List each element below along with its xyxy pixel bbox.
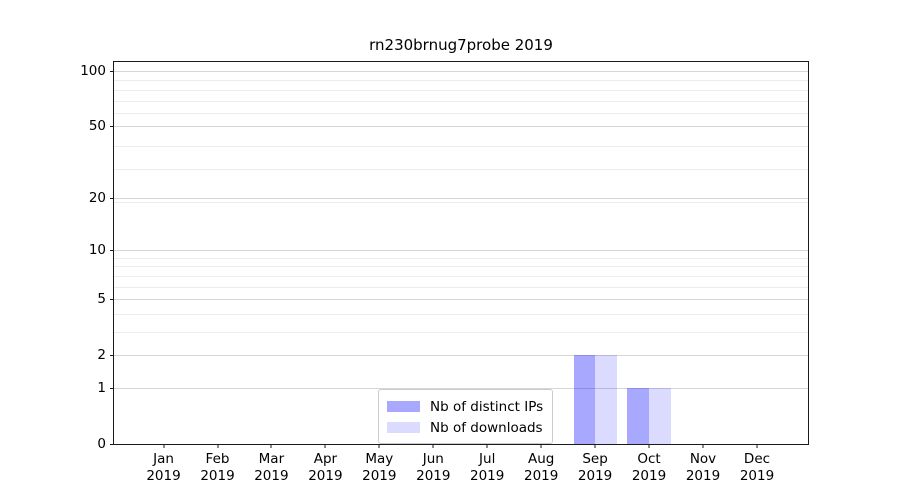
x-tick-label: Nov 2019 xyxy=(685,451,721,484)
y-major-gridline xyxy=(114,250,808,252)
y-minor-gridline xyxy=(114,257,808,259)
x-tick-label: Sep 2019 xyxy=(577,451,613,484)
y-tick-label: 20 xyxy=(88,189,106,206)
y-tick-label: 1 xyxy=(97,380,106,396)
x-tick-label: Jan 2019 xyxy=(146,451,181,484)
x-tick-mark xyxy=(432,444,434,448)
bar-nb-of-distinct-ips xyxy=(573,355,596,444)
x-tick-label: Oct 2019 xyxy=(631,451,667,484)
x-tick-label: May 2019 xyxy=(362,451,397,484)
y-minor-gridline xyxy=(114,113,808,114)
legend: Nb of distinct IPs Nb of downloads xyxy=(378,389,554,444)
y-minor-gridline xyxy=(114,331,808,333)
legend-label-downloads: Nb of downloads xyxy=(430,419,543,436)
y-tick-label: 10 xyxy=(88,242,106,259)
y-minor-gridline xyxy=(114,275,808,277)
y-minor-gridline xyxy=(114,145,808,147)
x-tick-label: Jul 2019 xyxy=(470,451,505,484)
x-tick-mark xyxy=(270,444,272,448)
bar-nb-of-distinct-ips xyxy=(627,388,649,444)
x-tick-mark xyxy=(756,444,758,448)
downloads-swatch xyxy=(387,422,420,433)
y-minor-gridline xyxy=(114,100,808,102)
y-tick-label: 5 xyxy=(97,291,106,308)
x-tick-label: Dec 2019 xyxy=(739,451,775,484)
chart-title: rn230brnug7probe 2019 xyxy=(369,36,553,54)
x-tick-mark xyxy=(540,444,542,448)
x-tick-label: Aug 2019 xyxy=(524,451,559,484)
x-tick-mark xyxy=(324,444,326,448)
y-major-gridline xyxy=(114,388,808,389)
y-major-gridline xyxy=(114,197,808,199)
y-minor-gridline xyxy=(114,80,808,82)
y-major-gridline xyxy=(114,70,808,72)
y-major-gridline xyxy=(114,126,808,128)
y-major-gridline xyxy=(114,299,808,301)
y-tick-mark xyxy=(110,299,114,301)
bar-nb-of-downloads xyxy=(649,388,671,444)
x-tick-mark xyxy=(378,444,380,448)
x-tick-mark xyxy=(702,444,704,448)
x-tick-label: Feb 2019 xyxy=(200,451,235,484)
x-tick-mark xyxy=(648,444,650,448)
y-tick-label: 0 xyxy=(97,436,106,452)
y-major-gridline xyxy=(114,355,808,357)
legend-row-distinct-ips: Nb of distinct IPs xyxy=(387,396,543,417)
y-tick-mark xyxy=(110,70,114,72)
plot-area: 0 1 2 5 10 20 50 100 Jan 2019 Feb 2019 Mar 2019 Apr 201… xyxy=(80,61,809,484)
y-minor-gridline xyxy=(114,266,808,268)
y-minor-gridline xyxy=(114,313,808,315)
x-tick-mark xyxy=(486,444,488,448)
y-tick-mark xyxy=(110,355,114,357)
x-tick-label: Mar 2019 xyxy=(254,451,289,484)
y-tick-mark xyxy=(110,388,114,389)
x-tick-mark xyxy=(217,444,218,448)
x-tick-label: Apr 2019 xyxy=(308,451,343,484)
x-tick-label: Jun 2019 xyxy=(416,451,451,484)
y-minor-gridline xyxy=(114,286,808,288)
y-tick-label: 2 xyxy=(97,347,106,364)
y-tick-label: 100 xyxy=(80,62,106,79)
y-tick-mark xyxy=(110,126,114,128)
y-tick-mark xyxy=(110,444,114,445)
distinct-ips-swatch xyxy=(387,401,420,412)
y-minor-gridline xyxy=(114,201,808,203)
x-tick-mark xyxy=(163,444,164,448)
y-tick-mark xyxy=(110,250,114,252)
y-minor-gridline xyxy=(114,89,808,91)
x-tick-mark xyxy=(594,444,596,448)
y-tick-mark xyxy=(110,197,114,199)
bar-nb-of-downloads xyxy=(595,355,617,444)
legend-label-distinct-ips: Nb of distinct IPs xyxy=(430,398,544,415)
y-tick-label: 50 xyxy=(88,118,106,135)
y-minor-gridline xyxy=(114,169,808,171)
legend-row-downloads: Nb of downloads xyxy=(387,417,543,438)
